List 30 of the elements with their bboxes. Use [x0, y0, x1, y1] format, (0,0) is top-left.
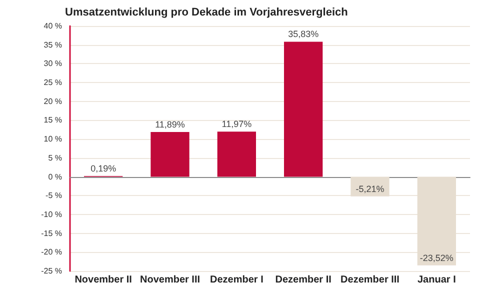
- x-tick-label: Dezember I: [210, 274, 264, 286]
- data-label: 35,83%: [288, 29, 319, 40]
- data-label: -5,21%: [356, 184, 384, 194]
- bar: [150, 132, 190, 177]
- y-tick-label: 15 %: [44, 116, 62, 125]
- y-tick-label: 10 %: [44, 134, 62, 144]
- data-label: -23,52%: [420, 252, 454, 263]
- data-label: 11,89%: [155, 119, 185, 130]
- y-tick-label: 5 %: [48, 153, 62, 162]
- y-tick-label: -10 %: [41, 210, 62, 219]
- x-tick-label: November III: [140, 274, 200, 286]
- x-tick-label: Dezember III: [340, 274, 400, 286]
- y-tick-label: 0 %: [48, 172, 62, 182]
- y-tick-label: 20 %: [44, 96, 62, 106]
- data-label: 0,19%: [90, 164, 116, 174]
- y-tick-label: -15 %: [41, 228, 62, 238]
- y-tick-label: 40 %: [44, 22, 62, 30]
- y-tick-label: 35 %: [44, 40, 62, 50]
- x-tick-label: Januar I: [417, 274, 456, 286]
- y-tick-label: -5 %: [46, 191, 62, 200]
- chart-title: Umsatzentwicklung pro Dekade im Vorjahresvergleich: [65, 6, 348, 18]
- x-tick-label: November II: [74, 274, 132, 286]
- bar: [284, 42, 323, 177]
- y-tick-label: -20 %: [41, 248, 62, 257]
- y-tick-label: 25 %: [44, 78, 62, 88]
- x-tick-label: Dezember II: [275, 274, 332, 286]
- y-tick-label: 30 %: [44, 59, 62, 68]
- y-tick-label: -25 %: [41, 266, 62, 276]
- bar: [217, 132, 256, 177]
- data-label: 11,97%: [222, 119, 252, 130]
